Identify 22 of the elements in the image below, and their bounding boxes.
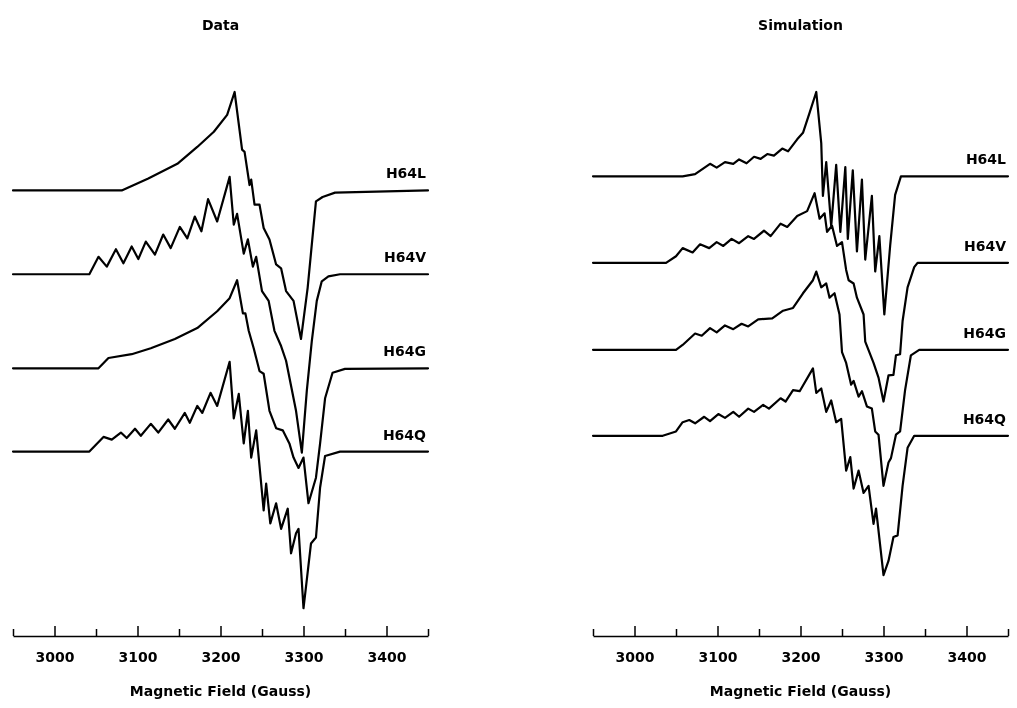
series-label: H64L bbox=[385, 165, 427, 182]
x-tick-label: 3000 bbox=[615, 648, 655, 665]
x-tick-label: 3300 bbox=[284, 648, 324, 665]
x-axis-title: Magnetic Field (Gauss) bbox=[129, 683, 312, 699]
x-tick-label: 3200 bbox=[781, 648, 821, 665]
x-tick-label: 3200 bbox=[201, 648, 241, 665]
series-label: H64Q bbox=[962, 410, 1007, 427]
x-axis-title: Magnetic Field (Gauss) bbox=[709, 683, 892, 699]
series-label: H64G bbox=[383, 343, 426, 360]
x-tick-label: 3100 bbox=[118, 648, 158, 665]
series-label: H64L bbox=[965, 151, 1007, 168]
chart-title: Simulation bbox=[758, 17, 843, 33]
x-tick-label: 3400 bbox=[367, 648, 407, 665]
series-label: H64Q bbox=[382, 426, 427, 443]
x-tick-label: 3000 bbox=[35, 648, 75, 665]
x-tick-label: 3300 bbox=[864, 648, 904, 665]
x-tick-label: 3400 bbox=[947, 648, 987, 665]
series-label: H64V bbox=[963, 237, 1007, 254]
series-label: H64G bbox=[963, 324, 1006, 341]
chart-title: Data bbox=[201, 17, 240, 33]
x-tick-label: 3100 bbox=[698, 648, 738, 665]
series-label: H64V bbox=[383, 249, 427, 266]
